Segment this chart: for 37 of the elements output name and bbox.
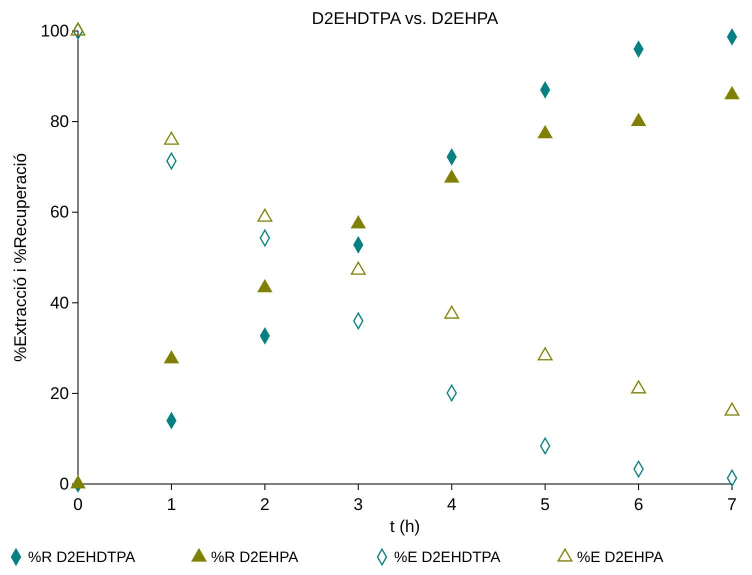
point	[631, 113, 646, 126]
x-tick-label: 3	[354, 495, 364, 514]
legend-label: %R D2EHPA	[211, 549, 298, 566]
x-tick-label: 7	[727, 495, 737, 514]
y-tick-label: 20	[50, 384, 69, 403]
x-tick-label: 0	[73, 495, 83, 514]
y-axis-title: %Extracció i %Recuperació	[11, 153, 30, 362]
y-tick-label: 80	[50, 112, 69, 132]
x-tick-label: 5	[540, 495, 550, 514]
y-tick-label: 40	[50, 293, 69, 312]
point	[444, 306, 460, 319]
x-tick-label: 2	[260, 495, 270, 514]
point	[350, 262, 366, 275]
point	[724, 86, 740, 100]
point	[257, 208, 272, 222]
x-tick-label: 1	[166, 495, 176, 514]
point	[631, 380, 646, 394]
y-tick-label: 0	[60, 474, 69, 494]
point	[724, 402, 740, 416]
point	[444, 170, 460, 183]
point	[538, 125, 552, 138]
point	[164, 132, 179, 145]
point	[70, 22, 86, 36]
y-tick-label: 100	[40, 21, 69, 40]
y-tick-label: 60	[50, 202, 69, 222]
x-axis-title: t (h)	[390, 517, 420, 536]
legend-label: %E D2EHDTPA	[394, 549, 500, 566]
x-tick-label: 4	[446, 495, 456, 514]
legend-label: %R D2EHDTPA	[28, 549, 136, 566]
point	[164, 350, 179, 364]
chart-title: D2EHDTPA vs. D2EHPA	[312, 9, 499, 28]
point	[70, 476, 86, 488]
point	[538, 347, 553, 360]
point	[350, 216, 366, 228]
x-tick-label: 6	[634, 495, 644, 514]
point	[258, 280, 272, 292]
legend-label: %E D2EHPA	[577, 549, 664, 566]
